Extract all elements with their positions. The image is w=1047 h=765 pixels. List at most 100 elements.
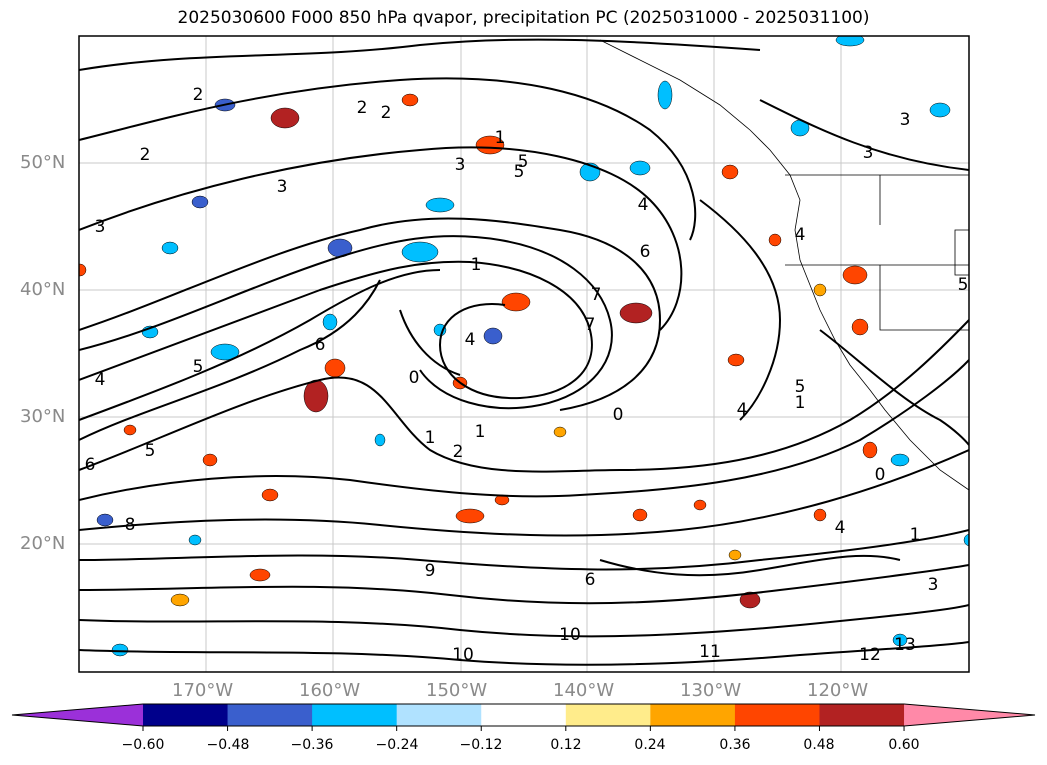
precip-cell xyxy=(96,513,114,527)
lon-label-120w: 120°W xyxy=(807,680,869,701)
colorbar-tick-label: −0.48 xyxy=(206,737,250,753)
contour-label: 2 xyxy=(140,145,151,165)
gridlines xyxy=(79,36,969,672)
colorbar-tick-label: 0.60 xyxy=(888,737,920,753)
lon-label-160w: 160°W xyxy=(299,680,361,701)
precip-cell xyxy=(401,93,419,107)
colorbar-tick-label: 0.36 xyxy=(719,737,751,753)
contour-label: 0 xyxy=(875,465,886,485)
lon-label-170w: 170°W xyxy=(172,680,234,701)
contour-label: 4 xyxy=(638,195,649,215)
precip-cell xyxy=(813,508,827,522)
contour-label: 2 xyxy=(381,103,392,123)
contour-label: 10 xyxy=(559,625,581,645)
precip-cell xyxy=(842,265,868,285)
contour-label: 3 xyxy=(95,217,106,237)
contour-label: 6 xyxy=(315,335,326,355)
contour-label: 1 xyxy=(495,128,506,148)
precip-cell xyxy=(111,643,129,657)
precip-cell xyxy=(210,343,240,361)
precip-cell xyxy=(202,453,218,467)
precip-cell xyxy=(483,327,503,345)
contour-label: 1 xyxy=(475,422,486,442)
precip-cell xyxy=(619,302,653,324)
contour-label: 0 xyxy=(409,368,420,388)
map-frame xyxy=(78,35,970,673)
contour-label: 11 xyxy=(699,642,721,662)
precip-cell xyxy=(851,318,869,336)
precip-cell xyxy=(303,379,329,413)
colorbar-tick-label: 0.12 xyxy=(550,737,582,753)
precip-cell xyxy=(727,353,745,367)
precip-cell xyxy=(324,358,346,378)
precip-cell xyxy=(892,633,908,647)
precip-cell xyxy=(322,313,338,331)
contour-label: 8 xyxy=(125,515,136,535)
colorbar-box xyxy=(227,704,313,726)
coastline xyxy=(599,39,969,491)
contour-label: 1 xyxy=(425,428,436,448)
precip-cell xyxy=(374,433,386,447)
contour-label: 4 xyxy=(465,330,476,350)
precip-cell xyxy=(401,241,439,263)
contour-label: 5 xyxy=(145,441,156,461)
precip-shading xyxy=(79,36,969,657)
precip-cell xyxy=(455,508,485,524)
precip-cell xyxy=(261,488,279,502)
precip-cell xyxy=(890,453,910,467)
figure-title: 2025030600 F000 850 hPa qvapor, precipit… xyxy=(177,8,870,28)
contour-label: 1 xyxy=(910,525,921,545)
precip-cell xyxy=(270,107,300,129)
contour-label: 3 xyxy=(900,110,911,130)
precip-cell xyxy=(501,292,531,312)
precip-cell xyxy=(475,135,505,155)
precip-cell xyxy=(768,233,782,247)
precip-cell xyxy=(739,591,761,609)
precip-cell xyxy=(191,195,209,209)
precip-cell xyxy=(123,424,137,436)
precip-cell xyxy=(161,241,179,255)
precip-cell xyxy=(929,102,951,118)
contour-label: 5 xyxy=(958,275,969,295)
contour-label: 9 xyxy=(425,561,436,581)
lon-label-150w: 150°W xyxy=(426,680,488,701)
colorbar-tick-label: −0.12 xyxy=(459,737,503,753)
colorbar-tick-label: 0.24 xyxy=(634,737,666,753)
contour-label: 5 xyxy=(518,152,529,172)
precip-cell xyxy=(425,197,455,213)
colorbar-tick-label: −0.60 xyxy=(121,737,165,753)
contour-label: 3 xyxy=(277,177,288,197)
contour-label: 7 xyxy=(591,285,602,305)
contour-label: 7 xyxy=(585,315,596,335)
lat-label-20n: 20°N xyxy=(20,533,66,554)
precip-cell xyxy=(721,164,739,180)
contour-label: 12 xyxy=(859,645,881,665)
contour-label: 3 xyxy=(455,155,466,175)
contour-label: 2 xyxy=(193,85,204,105)
contour-label: 0 xyxy=(613,405,624,425)
precip-cell xyxy=(79,263,87,277)
colorbar-extend-high xyxy=(904,704,1035,726)
lon-label-140w: 140°W xyxy=(553,680,615,701)
precip-cell xyxy=(657,80,673,110)
colorbar-box xyxy=(312,704,398,726)
colorbar-box xyxy=(819,704,905,726)
colorbar-box xyxy=(565,704,651,726)
contour-label: 6 xyxy=(585,570,596,590)
precip-cell xyxy=(693,499,707,511)
colorbar-box xyxy=(481,704,567,726)
lat-label-30n: 30°N xyxy=(20,406,66,427)
lat-label-40n: 40°N xyxy=(20,279,66,300)
contour-label: 5 xyxy=(514,162,525,182)
precip-cell xyxy=(188,534,202,546)
colorbar xyxy=(11,703,1036,731)
colorbar-tick-label: −0.24 xyxy=(375,737,419,753)
precip-cell xyxy=(862,441,878,459)
precip-cell xyxy=(170,593,190,607)
lon-label-130w: 130°W xyxy=(680,680,742,701)
contour-label: 2 xyxy=(453,442,464,462)
qvapor-contours xyxy=(79,38,969,666)
contour-label: 6 xyxy=(640,242,651,262)
